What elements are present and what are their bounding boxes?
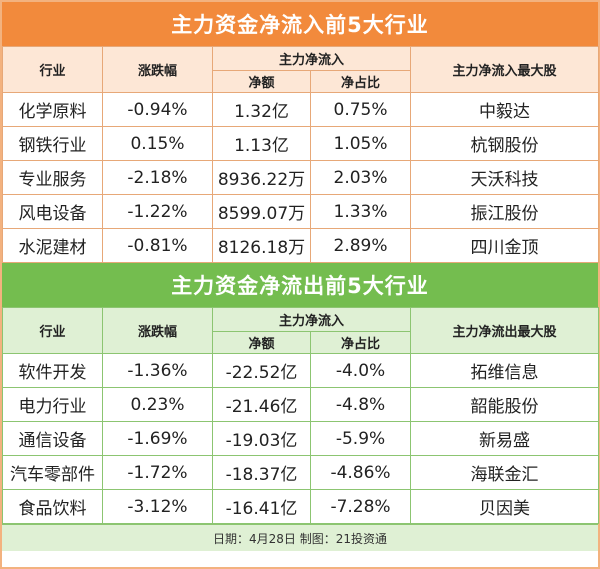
- cell-top-stock: 中毅达: [410, 92, 600, 127]
- table-row: 风电设备 -1.22% 8599.07万 1.33% 振江股份: [2, 194, 600, 229]
- col-header-net-amount: 净额: [212, 70, 311, 93]
- cell-net-ratio: -4.8%: [309, 387, 412, 422]
- cell-net-amount: -22.52亿: [212, 353, 311, 388]
- cell-net-amount: 8936.22万: [212, 160, 311, 195]
- table-row: 汽车零部件 -1.72% -18.37亿 -4.86% 海联金汇: [2, 455, 600, 490]
- cell-industry: 通信设备: [2, 421, 103, 456]
- col-header-top-stock: 主力净流出最大股: [410, 307, 600, 354]
- cell-net-ratio: 1.33%: [309, 194, 412, 229]
- col-header-change: 涨跌幅: [102, 46, 213, 93]
- cell-top-stock: 贝因美: [410, 489, 600, 524]
- cell-net-amount: -21.46亿: [212, 387, 311, 422]
- cell-change: -1.36%: [102, 353, 213, 388]
- col-header-top-stock: 主力净流入最大股: [410, 46, 600, 93]
- cell-industry: 水泥建材: [2, 228, 103, 263]
- table-row: 钢铁行业 0.15% 1.13亿 1.05% 杭钢股份: [2, 126, 600, 161]
- table-row: 水泥建材 -0.81% 8126.18万 2.89% 四川金顶: [2, 228, 600, 263]
- cell-top-stock: 振江股份: [410, 194, 600, 229]
- cell-change: -1.69%: [102, 421, 213, 456]
- cell-net-amount: 8126.18万: [212, 228, 311, 263]
- cell-industry: 软件开发: [2, 353, 103, 388]
- cell-change: -0.81%: [102, 228, 213, 263]
- col-header-net-amount: 净额: [212, 331, 311, 354]
- outflow-table: 行业 涨跌幅 主力净流入 主力净流出最大股 净额 净占比 软件开发 -1.36%…: [2, 307, 600, 524]
- cell-net-ratio: 1.05%: [309, 126, 412, 161]
- cell-net-amount: -18.37亿: [212, 455, 311, 490]
- cell-change: -1.22%: [102, 194, 213, 229]
- cell-industry: 专业服务: [2, 160, 103, 195]
- cell-top-stock: 杭钢股份: [410, 126, 600, 161]
- table-row: 通信设备 -1.69% -19.03亿 -5.9% 新易盛: [2, 421, 600, 456]
- col-header-net-ratio: 净占比: [309, 331, 412, 354]
- table-row: 专业服务 -2.18% 8936.22万 2.03% 天沃科技: [2, 160, 600, 195]
- cell-top-stock: 天沃科技: [410, 160, 600, 195]
- cell-net-amount: -19.03亿: [212, 421, 311, 456]
- cell-change: -0.94%: [102, 92, 213, 127]
- cell-top-stock: 海联金汇: [410, 455, 600, 490]
- cell-net-ratio: 2.03%: [309, 160, 412, 195]
- cell-change: -2.18%: [102, 160, 213, 195]
- cell-industry: 钢铁行业: [2, 126, 103, 161]
- cell-net-ratio: -5.9%: [309, 421, 412, 456]
- table-row: 化学原料 -0.94% 1.32亿 0.75% 中毅达: [2, 92, 600, 127]
- outflow-title: 主力资金净流出前5大行业: [2, 263, 598, 307]
- cell-net-ratio: -4.86%: [309, 455, 412, 490]
- cell-change: -1.72%: [102, 455, 213, 490]
- cell-industry: 汽车零部件: [2, 455, 103, 490]
- cell-change: -3.12%: [102, 489, 213, 524]
- footer-credit: 日期：4月28日 制图：21投资通: [2, 524, 598, 551]
- cell-net-ratio: -4.0%: [309, 353, 412, 388]
- cell-net-ratio: 0.75%: [309, 92, 412, 127]
- col-header-industry: 行业: [2, 307, 103, 354]
- col-header-industry: 行业: [2, 46, 103, 93]
- col-header-main-net: 主力净流入: [211, 307, 412, 332]
- cell-top-stock: 新易盛: [410, 421, 600, 456]
- col-header-net-ratio: 净占比: [309, 70, 412, 93]
- cell-net-amount: 1.13亿: [212, 126, 311, 161]
- cell-net-amount: -16.41亿: [212, 489, 311, 524]
- cell-net-amount: 1.32亿: [212, 92, 311, 127]
- inflow-title: 主力资金净流入前5大行业: [2, 2, 598, 46]
- cell-change: 0.23%: [102, 387, 213, 422]
- table-row: 软件开发 -1.36% -22.52亿 -4.0% 拓维信息: [2, 353, 600, 388]
- inflow-table: 行业 涨跌幅 主力净流入 主力净流入最大股 净额 净占比 化学原料 -0.94%…: [2, 46, 600, 263]
- cell-industry: 风电设备: [2, 194, 103, 229]
- cell-industry: 化学原料: [2, 92, 103, 127]
- col-header-main-net: 主力净流入: [211, 46, 412, 71]
- table-row: 电力行业 0.23% -21.46亿 -4.8% 韶能股份: [2, 387, 600, 422]
- cell-net-ratio: -7.28%: [309, 489, 412, 524]
- cell-top-stock: 拓维信息: [410, 353, 600, 388]
- cell-industry: 食品饮料: [2, 489, 103, 524]
- table-row: 食品饮料 -3.12% -16.41亿 -7.28% 贝因美: [2, 489, 600, 524]
- cell-top-stock: 韶能股份: [410, 387, 600, 422]
- cell-industry: 电力行业: [2, 387, 103, 422]
- cell-change: 0.15%: [102, 126, 213, 161]
- cell-top-stock: 四川金顶: [410, 228, 600, 263]
- cell-net-ratio: 2.89%: [309, 228, 412, 263]
- cell-net-amount: 8599.07万: [212, 194, 311, 229]
- col-header-change: 涨跌幅: [102, 307, 213, 354]
